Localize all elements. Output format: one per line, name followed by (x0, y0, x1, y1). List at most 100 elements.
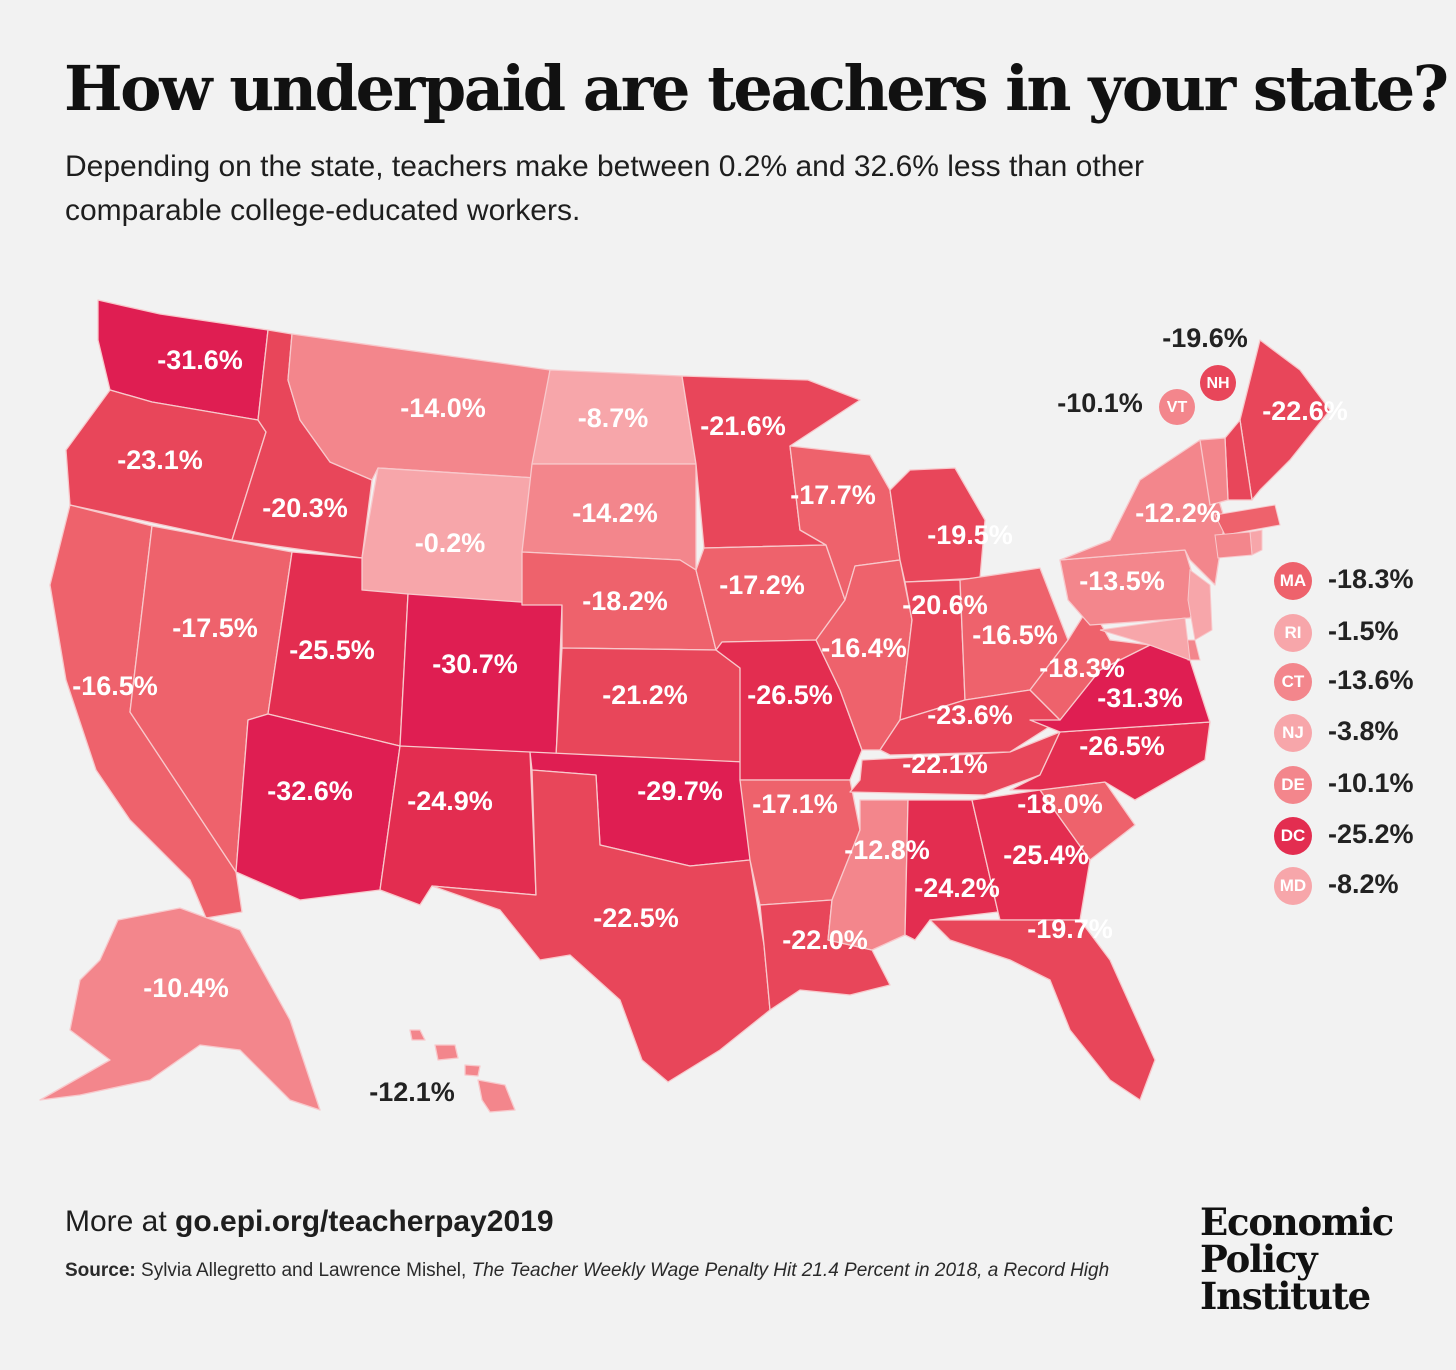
state-label-mi: -19.5% (927, 520, 1013, 550)
state-label-in: -20.6% (902, 590, 988, 620)
state-label-ny: -12.2% (1135, 498, 1221, 528)
state-shape-tn[interactable] (849, 731, 1061, 796)
legend-value-md: -8.2% (1328, 869, 1399, 899)
legend-item-nj[interactable]: NJ -3.8% (1274, 714, 1454, 754)
state-label-fl: -19.7% (1027, 914, 1113, 944)
state-label-nm: -24.9% (407, 786, 493, 816)
state-shape-ct[interactable] (1214, 531, 1253, 559)
state-shape-nj[interactable] (1187, 569, 1213, 641)
state-label-id: -20.3% (262, 493, 348, 523)
state-badge-text-vt: VT (1167, 399, 1188, 416)
page-title: How underpaid are teachers in your state… (64, 52, 1449, 125)
state-label-mn: -21.6% (700, 411, 786, 441)
state-label-tx: -22.5% (593, 903, 679, 933)
state-shape-hi[interactable] (409, 1029, 516, 1113)
state-label-ia: -17.2% (719, 570, 805, 600)
state-label-ak: -10.4% (143, 973, 229, 1003)
logo-line-2: Policy (1200, 1237, 1318, 1281)
legend-value-nj: -3.8% (1328, 716, 1399, 746)
state-shape-tx[interactable] (431, 769, 771, 1083)
state-label-ms: -12.8% (844, 835, 930, 865)
state-label-co: -30.7% (432, 649, 518, 679)
source-title: The Teacher Weekly Wage Penalty Hit 21.4… (471, 1260, 1110, 1281)
state-label-ca: -16.5% (72, 671, 158, 701)
legend-badge-de: DE (1274, 766, 1312, 804)
state-label-wa: -31.6% (157, 345, 243, 375)
legend-item-ri[interactable]: RI -1.5% (1274, 614, 1454, 654)
state-shape-nm[interactable] (379, 745, 537, 906)
legend-value-dc: -25.2% (1328, 819, 1414, 849)
state-shape-ma[interactable] (1214, 504, 1281, 536)
state-label-vt: -10.1% (1057, 388, 1143, 418)
state-shape-vt[interactable] (1199, 437, 1229, 506)
state-shape-me[interactable] (1239, 339, 1331, 501)
state-badge-nh (1200, 365, 1236, 401)
state-label-ky: -23.6% (927, 700, 1013, 730)
state-shape-wv[interactable] (1029, 604, 1151, 721)
state-label-al: -24.2% (914, 873, 1000, 903)
state-label-me: -22.6% (1262, 396, 1348, 426)
state-label-ar: -17.1% (752, 789, 838, 819)
state-shape-fl[interactable] (929, 919, 1156, 1101)
state-label-ne: -18.2% (582, 586, 668, 616)
state-label-mt: -14.0% (400, 393, 486, 423)
state-label-la: -22.0% (782, 925, 868, 955)
page-subtitle: Depending on the state, teachers make be… (65, 150, 1145, 227)
legend-value-ma: -18.3% (1328, 564, 1414, 594)
state-shape-ak[interactable] (39, 907, 321, 1111)
legend-value-de: -10.1% (1328, 768, 1414, 798)
state-badge-text-nh: NH (1206, 375, 1229, 392)
state-label-wy: -0.2% (415, 528, 486, 558)
state-value-labels: NH VT -31.6% -23.1% -16.5% -20.3% -17.5% -14.0%… (72, 323, 1348, 1107)
state-label-ut: -25.5% (289, 635, 375, 665)
more-info-line: More at go.epi.org/teacherpay2019 (65, 1205, 554, 1239)
state-label-il: -16.4% (821, 633, 907, 663)
state-label-pa: -13.5% (1079, 566, 1165, 596)
logo-line-3: Institute (1200, 1274, 1371, 1318)
legend-badge-nj: NJ (1274, 714, 1312, 752)
legend-badge-ri: RI (1274, 614, 1312, 652)
legend-item-dc[interactable]: DC -25.2% (1274, 817, 1454, 857)
state-label-ga: -25.4% (1003, 840, 1089, 870)
legend-item-de[interactable]: DE -10.1% (1274, 766, 1454, 806)
legend-value-ct: -13.6% (1328, 665, 1414, 695)
legend-item-ma[interactable]: MA -18.3% (1274, 562, 1454, 602)
source-label: Source: (65, 1260, 136, 1281)
legend-badge-dc: DC (1274, 817, 1312, 855)
state-label-nc: -26.5% (1079, 731, 1165, 761)
state-label-mo: -26.5% (747, 680, 833, 710)
us-state-map: NH VT -31.6% -23.1% -16.5% -20.3% -17.5% -14.0%… (39, 299, 1348, 1113)
state-label-sd: -14.2% (572, 498, 658, 528)
state-label-oh: -16.5% (972, 620, 1058, 650)
state-label-hi: -12.1% (369, 1077, 455, 1107)
source-authors: Sylvia Allegretto and Lawrence Mishel, (135, 1260, 472, 1281)
state-shape-md[interactable] (1099, 617, 1191, 661)
state-shape-az[interactable] (235, 713, 401, 901)
epi-logo: Economic Policy Institute (1200, 1200, 1394, 1318)
state-label-az: -32.6% (267, 776, 353, 806)
state-label-va: -31.3% (1097, 683, 1183, 713)
more-link[interactable]: go.epi.org/teacherpay2019 (175, 1205, 554, 1238)
state-shapes (39, 299, 1331, 1113)
state-label-ok: -29.7% (637, 776, 723, 806)
state-label-sc: -18.0% (1017, 789, 1103, 819)
state-label-tn: -22.1% (902, 749, 988, 779)
legend-value-ri: -1.5% (1328, 616, 1399, 646)
legend-item-md[interactable]: MD -8.2% (1274, 867, 1454, 907)
state-badge-vt (1159, 389, 1195, 425)
state-label-nd: -8.7% (578, 403, 649, 433)
state-label-or: -23.1% (117, 445, 203, 475)
source-note: Source: Sylvia Allegretto and Lawrence M… (65, 1256, 1125, 1285)
legend-item-ct[interactable]: CT -13.6% (1274, 663, 1454, 703)
state-label-nh: -19.6% (1162, 323, 1248, 353)
state-label-wi: -17.7% (790, 480, 876, 510)
legend-badge-ct: CT (1274, 663, 1312, 701)
state-label-ks: -21.2% (602, 680, 688, 710)
state-label-wv: -18.3% (1039, 653, 1125, 683)
state-shape-nc[interactable] (1009, 721, 1211, 801)
legend-badge-md: MD (1274, 867, 1312, 905)
more-prefix: More at (65, 1205, 176, 1238)
legend-badge-ma: MA (1274, 562, 1312, 600)
logo-line-1: Economic (1200, 1200, 1394, 1244)
state-label-nv: -17.5% (172, 613, 258, 643)
